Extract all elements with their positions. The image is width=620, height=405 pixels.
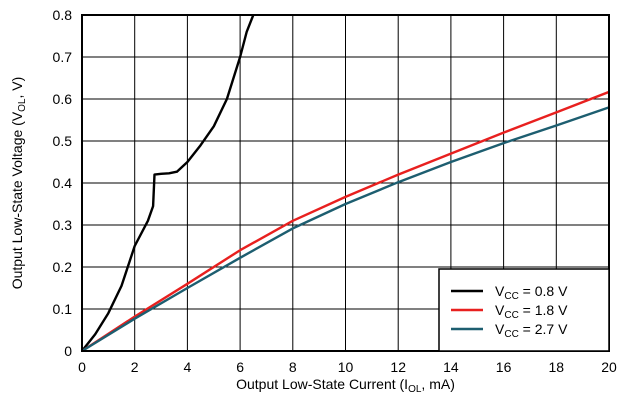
y-tick-labels: 0 0.1 0.2 0.3 0.4 0.5 0.6 0.7 0.8: [53, 7, 73, 359]
x-tick-label: 2: [131, 359, 139, 375]
legend-label-vcc-0-8: VCC = 0.8 V: [495, 283, 568, 302]
x-tick-label: 20: [601, 359, 617, 375]
legend-label-vcc-2-7: VCC = 2.7 V: [495, 321, 568, 340]
x-tick-label: 4: [184, 359, 192, 375]
plot-frame: [81, 14, 610, 352]
series-lines: [82, 15, 609, 351]
y-tick-label: 0.1: [53, 301, 73, 317]
y-tick-label: 0.5: [53, 133, 73, 149]
x-tick-label: 18: [549, 359, 565, 375]
series-line-0: [82, 15, 255, 351]
x-tick-label: 10: [338, 359, 354, 375]
legend-label-vcc-1-8: VCC = 1.8 V: [495, 302, 568, 321]
legend-entry-vcc-1-8: VCC = 1.8 V: [451, 302, 568, 321]
x-axis-title: Output Low-State Current (IOL, mA): [236, 376, 455, 395]
x-tick-label: 14: [443, 359, 459, 375]
legend: VCC = 0.8 V VCC = 1.8 V VCC = 2.7 V: [438, 268, 610, 352]
y-axis-title: Output Low-State Voltage (VOL, V): [9, 77, 28, 290]
y-tick-label: 0: [64, 343, 72, 359]
series-line-2: [82, 106, 609, 351]
y-tick-label: 0.7: [53, 49, 73, 65]
x-tick-label: 6: [236, 359, 244, 375]
y-tick-label: 0.4: [53, 175, 73, 191]
y-tick-label: 0.6: [53, 91, 73, 107]
x-tick-label: 0: [78, 359, 86, 375]
legend-entry-vcc-0-8: VCC = 0.8 V: [451, 283, 568, 302]
y-tick-label: 0.3: [53, 217, 73, 233]
x-tick-labels: 0 2 4 6 8 10 12 14 16 18 20: [78, 359, 617, 375]
x-tick-label: 12: [390, 359, 406, 375]
y-tick-label: 0.8: [53, 7, 73, 23]
y-tick-label: 0.2: [53, 259, 73, 275]
x-tick-label: 8: [289, 359, 297, 375]
legend-entry-vcc-2-7: VCC = 2.7 V: [451, 321, 568, 340]
series-line-1: [82, 90, 609, 351]
x-tick-label: 16: [496, 359, 512, 375]
